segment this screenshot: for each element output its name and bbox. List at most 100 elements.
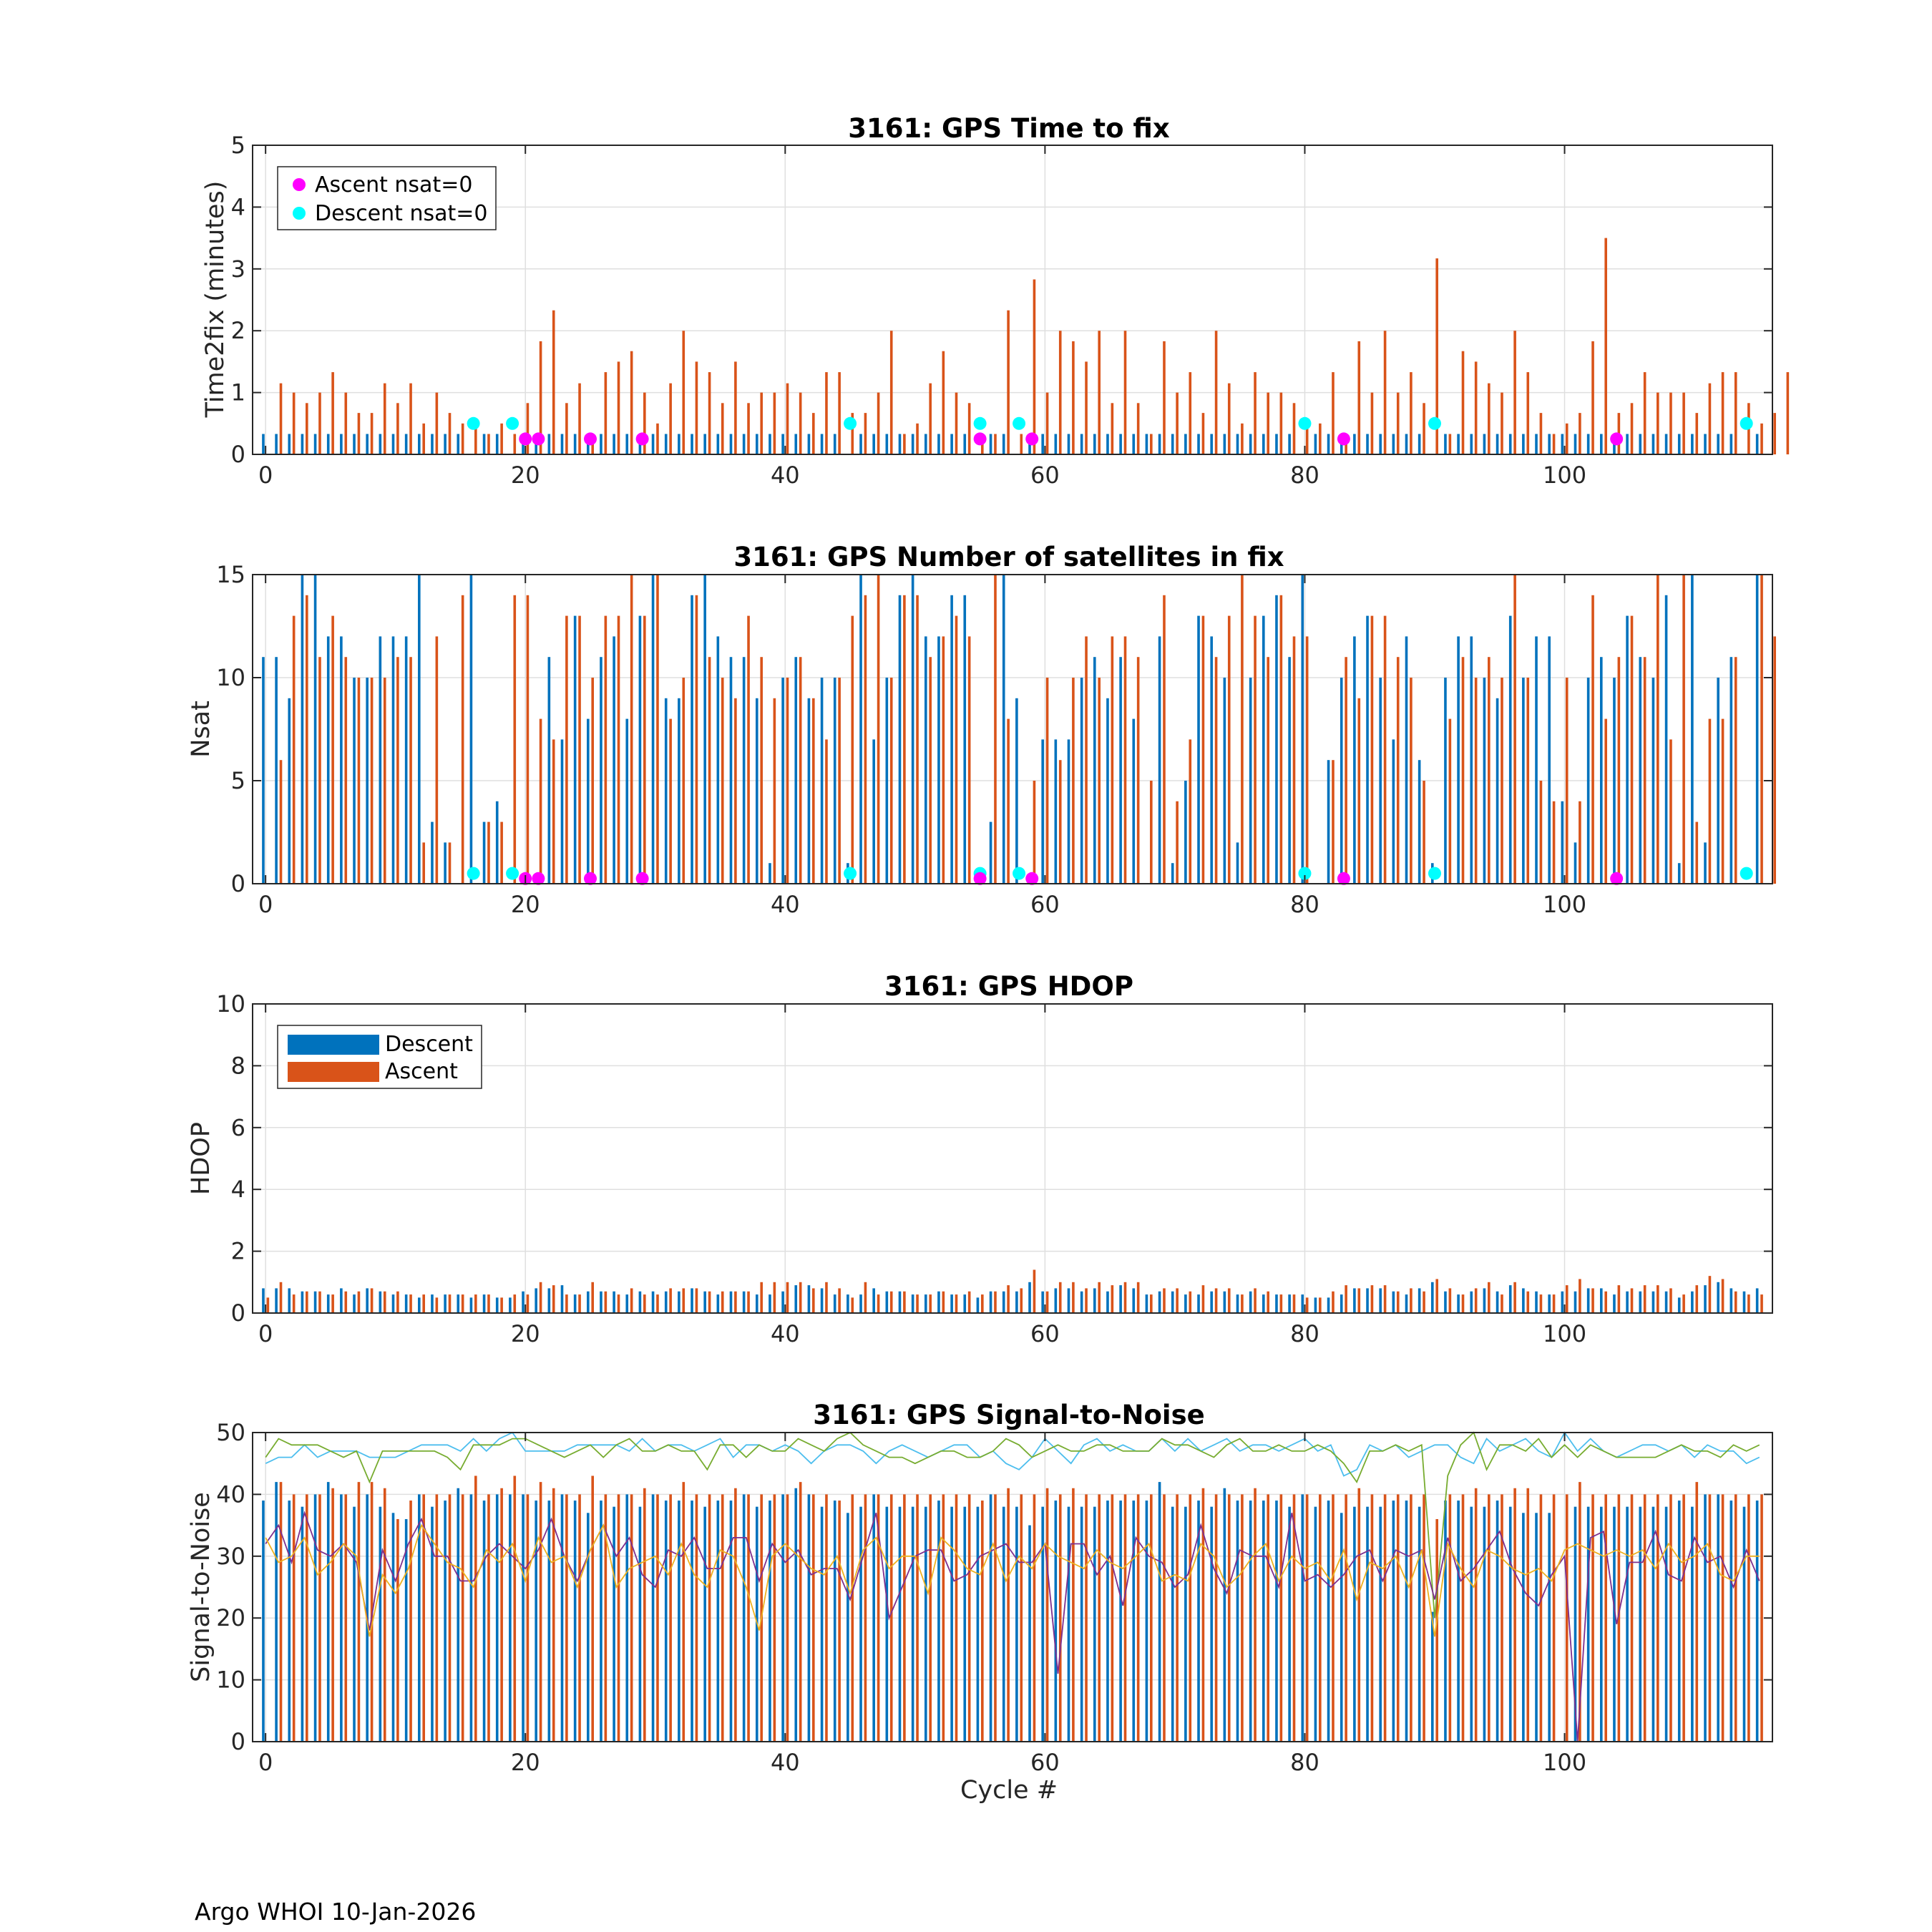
nsat-ascent-bar [383,678,386,884]
hdop-descent-bar [404,1294,408,1313]
snr-descent-bar [1717,1494,1719,1742]
snr-ascent-bar [422,1494,425,1742]
time-to-fix-ascent-bar [1669,392,1672,454]
hdop-ascent-bar [1448,1288,1452,1313]
snr-descent-bar [482,1501,486,1742]
hdop-ascent-bar [552,1285,555,1313]
snr-ascent-bar [825,1494,828,1742]
snr-descent-bar [1444,1501,1447,1742]
hdop-descent-bar [547,1288,551,1313]
time-to-fix-ascent-bar [1305,423,1309,454]
hdop-descent-bar [847,1294,849,1313]
snr-descent-bar [1496,1501,1499,1742]
hdop-descent-bar [1508,1285,1512,1313]
time-to-fix-ascent-bar [799,392,802,454]
nsat-descent-bar [353,678,356,884]
nsat-xtick-label: 0 [258,891,273,918]
nsat-descent-nsat0-marker [1013,867,1026,880]
nsat-descent-bar [1119,657,1122,884]
time-to-fix-ascent-bar [1526,372,1530,454]
hdop-descent-bar [1755,1288,1759,1313]
hdop-descent-bar [794,1285,798,1313]
hdop-ascent-bar [409,1294,412,1313]
time-to-fix-ascent-bar [1539,413,1543,454]
hdop-descent-bar [1353,1288,1356,1313]
time-to-fix-ascent-bar [370,413,374,454]
snr-descent-bar [301,1506,304,1742]
snr-ascent-bar [357,1482,361,1742]
snr-descent-bar [1314,1506,1317,1742]
legend-ascent-label: Ascent [385,1059,458,1084]
hdop-ascent-bar [682,1288,686,1313]
hdop-descent-bar [742,1291,746,1313]
nsat-descent-bar [366,678,369,884]
nsat-axes-box [252,574,1773,884]
snr-ascent-bar [994,1494,997,1742]
hdop-descent-bar [1677,1297,1681,1313]
snr-descent-bar [963,1506,967,1742]
snr-descent-bar [859,1506,862,1742]
snr-descent-bar [950,1506,953,1742]
hdop-ascent-bar [1357,1288,1361,1313]
nsat-descent-bar [1262,615,1265,884]
time-to-fix-descent-bar [1418,434,1421,454]
snr-descent-bar [1405,1501,1408,1742]
nsat-ascent-bar [578,615,581,884]
time-to-fix-descent-bar [613,434,615,454]
hdop-descent-bar [1691,1291,1694,1313]
time-to-fix-descent-bar [1054,434,1058,454]
time-to-fix-descent-bar [1755,434,1759,454]
nsat-ascent-bar [825,739,828,884]
nsat-ascent-bar [1254,615,1257,884]
snr-descent-bar [1483,1506,1486,1742]
hdop-xtick-label: 40 [771,1320,800,1347]
snr-descent-bar [1028,1525,1031,1742]
nsat-ascent-bar [889,678,893,884]
nsat-ytick-label: 15 [216,561,245,588]
hdop-descent-bar [924,1294,927,1313]
hdop-descent-bar [872,1288,875,1313]
hdop-descent-bar [1483,1288,1486,1313]
time-to-fix-axes-box [252,145,1773,455]
hdop-ascent-bar [1189,1291,1192,1313]
hdop-ascent-bar [877,1294,880,1313]
snr-descent-bar [495,1494,499,1742]
time-to-fix-ascent-bar [812,413,815,454]
hdop-xtick-label: 100 [1543,1320,1586,1347]
nsat-ascent-bar [1579,801,1581,884]
hdop-ascent-bar [630,1288,633,1313]
time-to-fix-descent-bar [1158,434,1161,454]
time-to-fix-ascent-bar [1189,372,1192,454]
snr-descent-bar [1379,1506,1382,1742]
nsat-descent-bar [288,698,291,884]
hdop-ascent-bar [1332,1291,1335,1313]
hdop-ascent-bar [1708,1276,1712,1313]
time-to-fix-descent-bar [495,434,499,454]
time-to-fix-ascent-bar [1708,383,1712,454]
time-to-fix-xtick-label: 100 [1543,462,1586,489]
time-to-fix-descent-bar [1574,434,1577,454]
snr-xlabel: Cycle # [960,1776,1058,1805]
time-to-fix-ascent-bar [1448,434,1452,454]
snr-ascent-bar [630,1494,633,1742]
hdop-descent-bar [444,1294,447,1313]
hdop-descent-bar [1729,1288,1733,1313]
time-to-fix-descent-bar [444,434,447,454]
time-to-fix-ascent-bar [1045,392,1049,454]
hdop-ascent-bar [487,1294,490,1313]
nsat-descent-bar [769,863,771,884]
nsat-xtick-label: 40 [771,891,800,918]
nsat-panel: 0 20 40 60 80 100 0 5 10 15 3161: GPS Number of s… [187,542,1776,918]
snr-descent-bar [1508,1506,1512,1742]
hdop-ascent-bar [786,1282,789,1313]
snr-ascent-bar [591,1475,594,1742]
snr-ascent-bar [1708,1494,1712,1742]
snr-ascent-bar [526,1494,530,1742]
hdop-descent-bar [457,1294,460,1313]
snr-descent-bar [1132,1501,1136,1742]
time-to-fix-descent-bar [573,434,577,454]
hdop-descent-bar [1236,1294,1239,1313]
time-to-fix-ascent-bar [1760,423,1763,454]
hdop-ascent-bar [1526,1291,1530,1313]
